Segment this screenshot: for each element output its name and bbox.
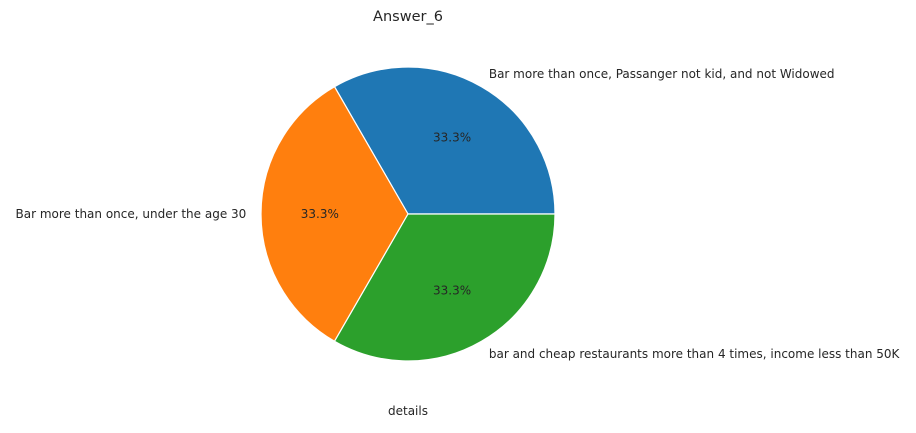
pie-slice-label-1: Bar more than once, Passanger not kid, a… <box>489 67 835 81</box>
pie-slice-label-2: Bar more than once, under the age 30 <box>16 207 247 221</box>
pie-slice-2 <box>260 86 409 342</box>
pie-slice-3 <box>333 213 556 362</box>
pie-labels: 33.3% Bar more than once, Passanger not k… <box>16 67 901 361</box>
pie-slice-percent-2: 33.3% <box>301 207 339 221</box>
pie-slices <box>260 66 556 362</box>
x-axis-label: details <box>388 404 428 418</box>
pie-slice-1 <box>333 66 556 215</box>
pie-slice-percent-1: 33.3% <box>433 131 471 145</box>
pie-slice-label-3: bar and cheap restaurants more than 4 ti… <box>489 347 901 361</box>
pie-slice-percent-3: 33.3% <box>433 283 471 297</box>
chart-title: Answer_6 <box>373 9 443 25</box>
